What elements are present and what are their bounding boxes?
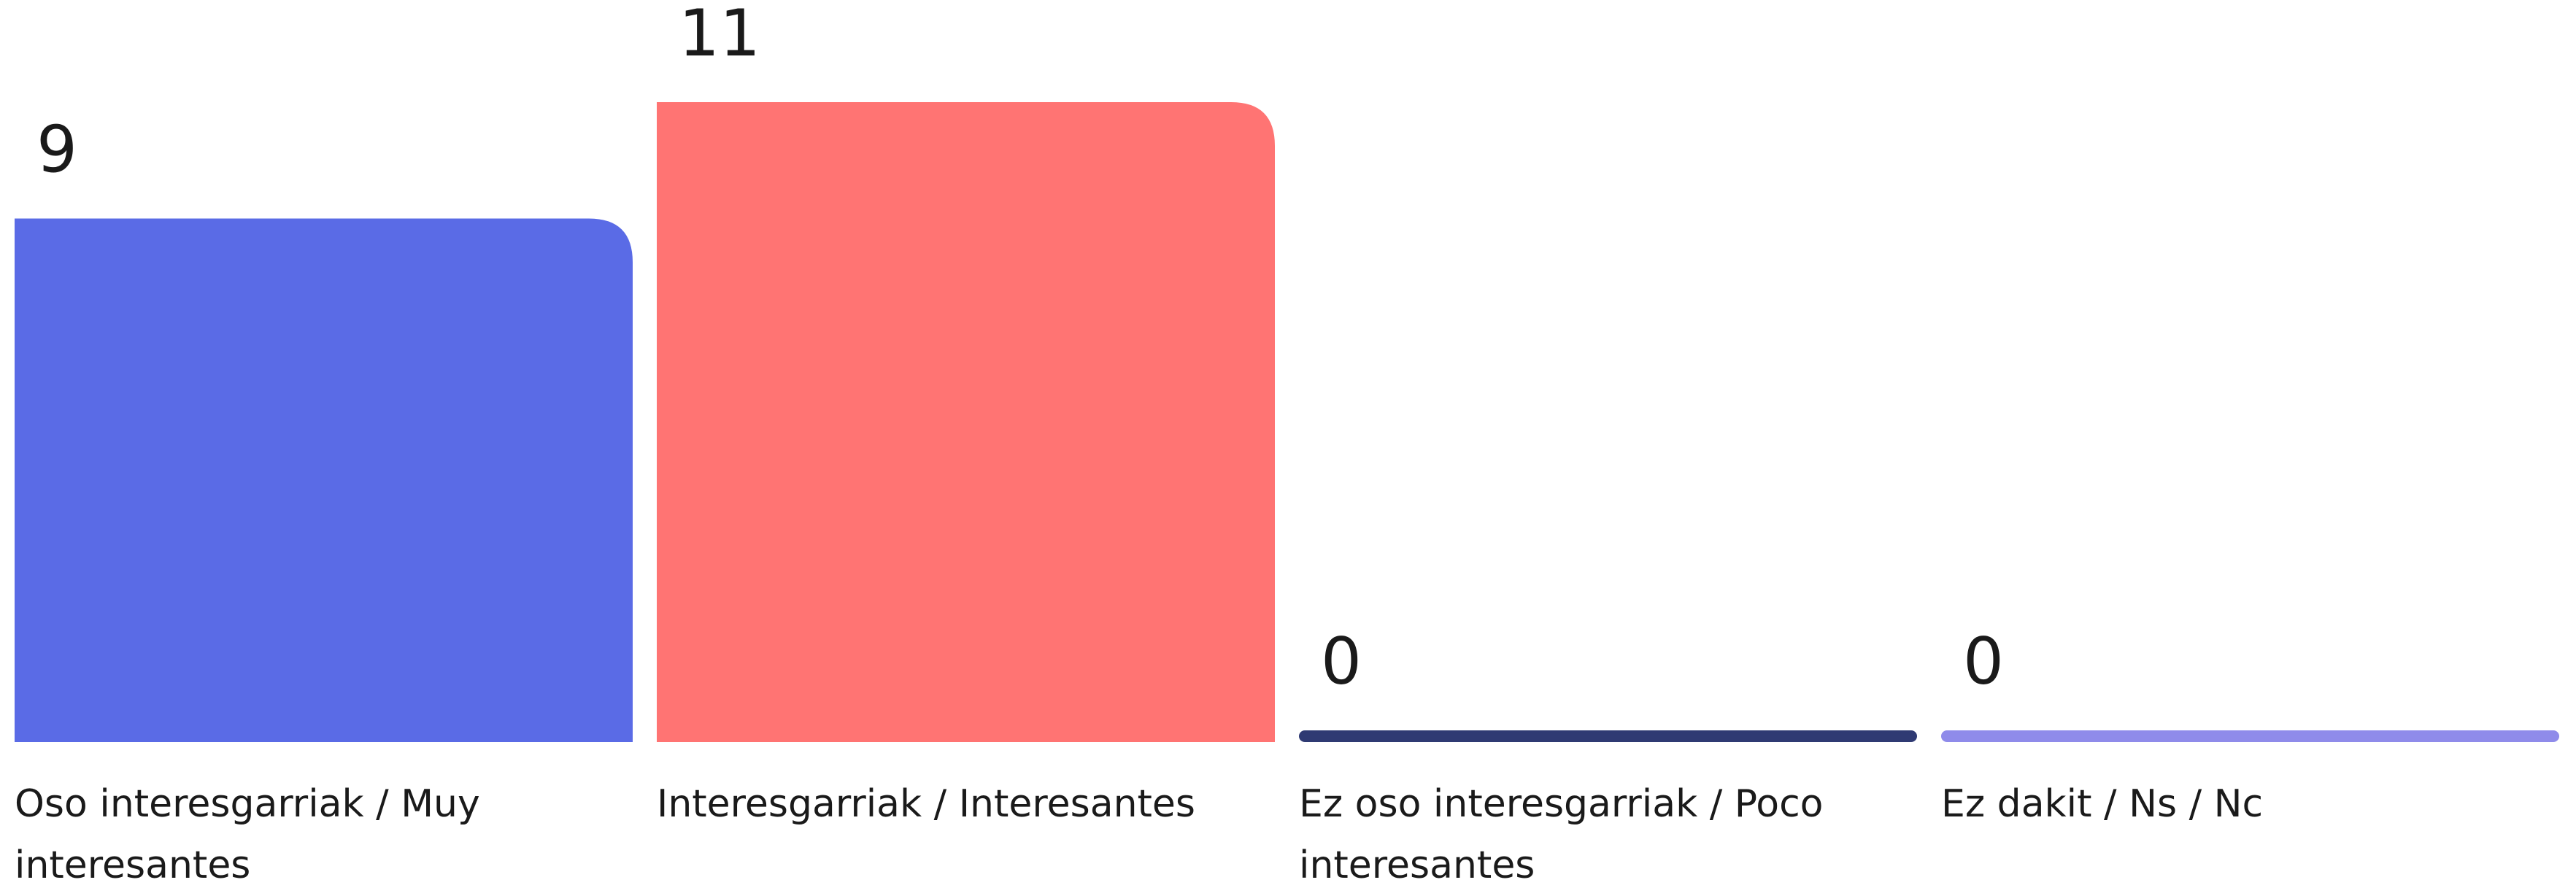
value-label: 11 [679, 0, 760, 71]
bar [15, 218, 633, 742]
category-label: Ez dakit / Ns / Nc [1941, 782, 2264, 826]
bar [1941, 730, 2559, 742]
value-label: 0 [1963, 624, 2004, 699]
bar [1299, 730, 1917, 742]
value-label: 0 [1321, 624, 1362, 699]
category-label: Oso interesgarriak / Muy interesantes [15, 782, 480, 887]
value-label: 9 [36, 112, 77, 187]
bar [657, 102, 1275, 742]
category-label: Ez oso interesgarriak / Poco interesante… [1299, 782, 1824, 887]
category-label: Interesgarriak / Interesantes [657, 782, 1196, 826]
